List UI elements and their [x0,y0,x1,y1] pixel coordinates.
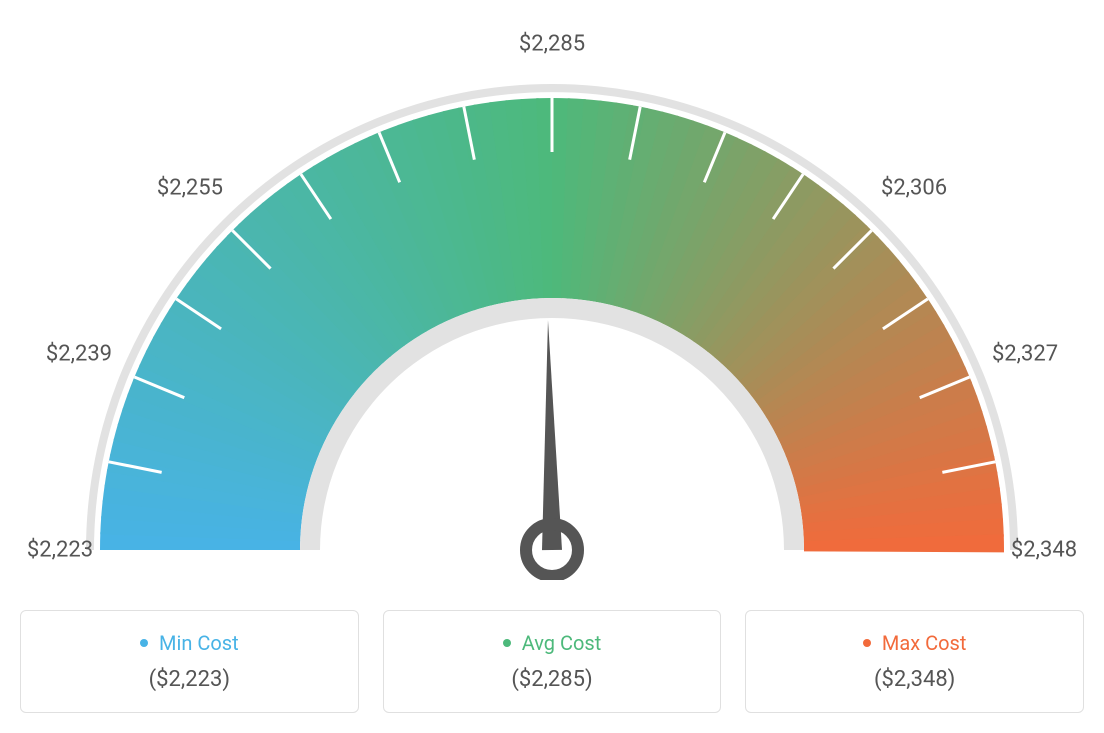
legend-max-label: Max Cost [882,631,967,655]
legend-avg-label: Avg Cost [522,631,602,655]
gauge-tick-label: $2,306 [881,175,947,200]
cost-gauge: $2,223 $2,239 $2,255 $2,285 $2,306 $2,327 $2,3… [20,20,1084,580]
dot-icon [503,639,511,647]
legend-avg: Avg Cost ($2,285) [383,610,722,713]
gauge-tick-label: $2,285 [519,32,585,57]
dot-icon [863,639,871,647]
gauge-svg [20,20,1084,580]
legend-max: Max Cost ($2,348) [745,610,1084,713]
legend-avg-title: Avg Cost [408,631,697,655]
gauge-tick-label: $2,348 [1011,538,1077,563]
legend-min-value: ($2,223) [45,667,334,692]
gauge-tick-label: $2,239 [46,342,112,367]
legend-min-label: Min Cost [159,631,239,655]
legend-max-title: Max Cost [770,631,1059,655]
legend-min: Min Cost ($2,223) [20,610,359,713]
gauge-tick-label: $2,255 [157,175,223,200]
legend-max-value: ($2,348) [770,667,1059,692]
legend-min-title: Min Cost [45,631,334,655]
gauge-tick-label: $2,327 [992,342,1058,367]
legend-row: Min Cost ($2,223) Avg Cost ($2,285) Max … [20,610,1084,713]
gauge-tick-label: $2,223 [27,538,93,563]
dot-icon [140,639,148,647]
legend-avg-value: ($2,285) [408,667,697,692]
